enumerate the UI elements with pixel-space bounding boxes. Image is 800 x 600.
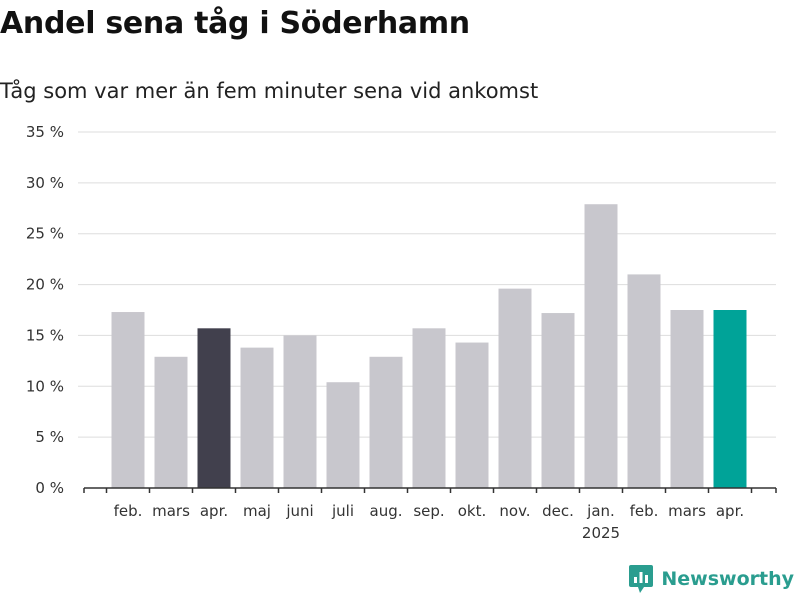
y-tick-label: 35 %	[26, 123, 64, 141]
bar	[412, 328, 446, 488]
bar	[498, 288, 532, 488]
y-tick-label: 15 %	[26, 326, 64, 344]
x-tick-label: feb.	[114, 502, 143, 520]
x-tick-label: sep.	[413, 502, 444, 520]
newsworthy-logo[interactable]: Newsworthy	[628, 564, 794, 594]
bar	[154, 356, 188, 488]
x-tick-label: juli	[331, 502, 354, 520]
year-label: 2025	[582, 524, 620, 542]
x-axis	[83, 487, 777, 493]
x-tick-label: aug.	[370, 502, 403, 520]
x-tick-label: feb.	[630, 502, 659, 520]
x-tick-label: juni	[285, 502, 313, 520]
x-tick-label: mars	[152, 502, 190, 520]
y-tick-label: 10 %	[26, 377, 64, 395]
x-tick-label: maj	[243, 502, 271, 520]
bar	[240, 347, 274, 488]
logo-text: Newsworthy	[661, 568, 794, 590]
chart-subtitle: Tåg som var mer än fem minuter sena vid …	[0, 79, 539, 103]
x-tick-label: jan.	[586, 502, 615, 520]
x-tick-label: apr.	[716, 502, 744, 520]
bar	[283, 335, 317, 488]
bar	[369, 356, 403, 488]
bar	[326, 382, 360, 488]
bar	[111, 312, 145, 488]
bar	[541, 313, 575, 488]
x-tick-label: nov.	[499, 502, 530, 520]
x-tick-label: mars	[668, 502, 706, 520]
x-tick-label: dec.	[542, 502, 574, 520]
y-axis-labels: 0 % 5 % 10 % 15 % 20 % 25 % 30 % 35 %	[26, 123, 64, 497]
bar	[670, 310, 704, 488]
y-tick-label: 25 %	[26, 225, 64, 243]
y-tick-label: 30 %	[26, 174, 64, 192]
x-axis-labels: feb. mars apr. maj juni juli aug. sep. okt. nov. d…	[114, 502, 745, 542]
bars	[111, 204, 747, 488]
bar	[627, 274, 661, 488]
x-tick-label: okt.	[458, 502, 487, 520]
bar	[713, 310, 747, 488]
bar	[455, 342, 489, 488]
bar-chart: 0 %5 %10 %15 %20 %25 %30 %35 % feb. mars a…	[26, 123, 777, 542]
bar	[584, 204, 618, 488]
y-tick-label: 0 %	[35, 479, 64, 497]
chart-title: Andel sena tåg i Söderhamn	[0, 6, 470, 41]
y-tick-label: 20 %	[26, 276, 64, 294]
bar	[197, 328, 231, 488]
x-tick-label: apr.	[200, 502, 228, 520]
newsworthy-logo-icon	[629, 565, 654, 593]
y-tick-label: 5 %	[35, 428, 64, 446]
